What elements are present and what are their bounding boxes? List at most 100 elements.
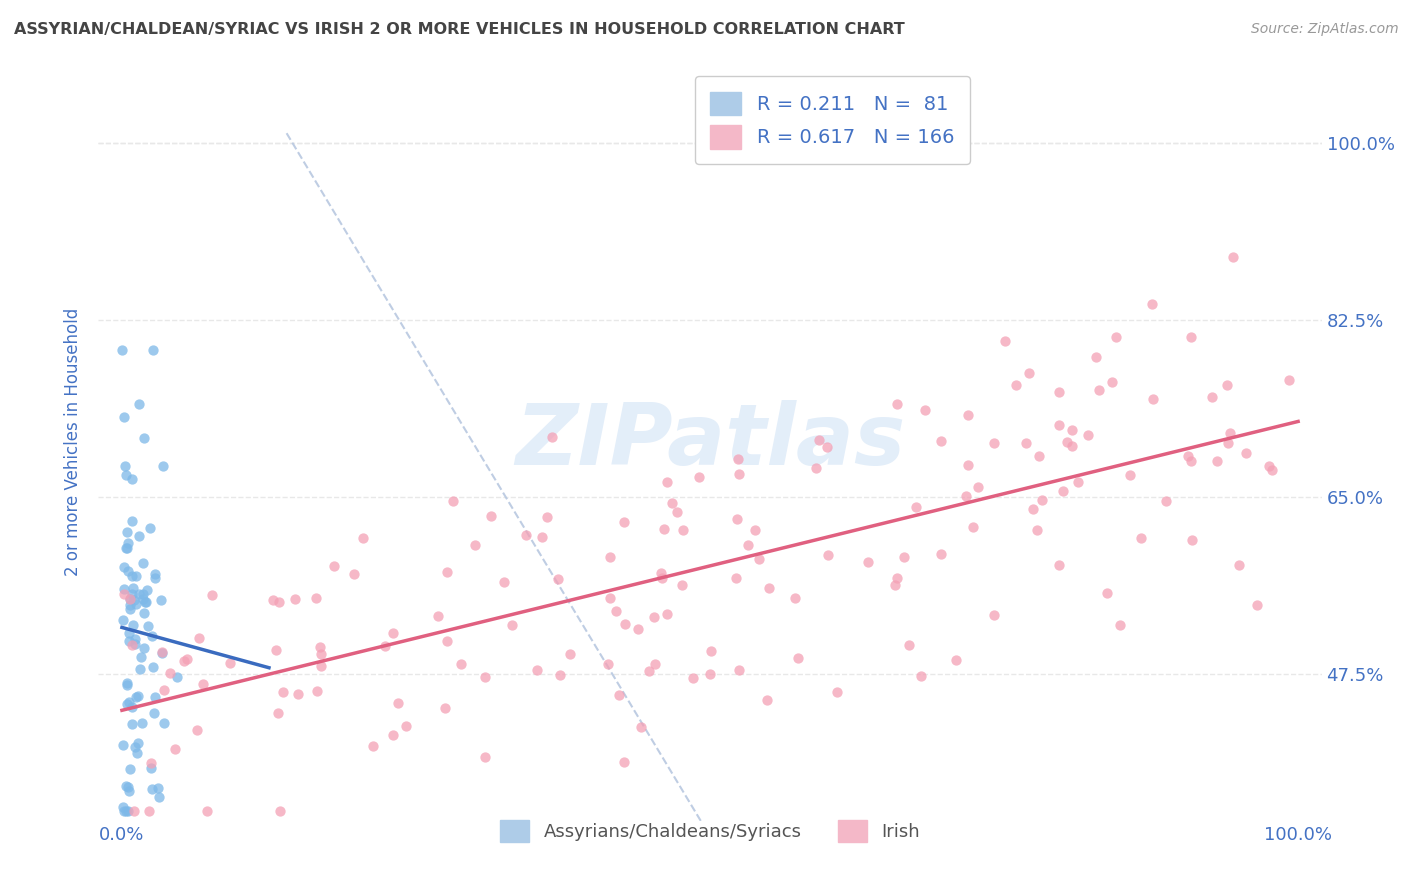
Point	[129, 649, 152, 664]
Point	[893, 549, 915, 564]
Point	[886, 571, 908, 585]
Y-axis label: 2 or more Vehicles in Household: 2 or more Vehicles in Household	[65, 308, 83, 575]
Point	[118, 598, 141, 612]
Point	[264, 643, 287, 657]
Point	[112, 410, 135, 425]
Point	[305, 684, 328, 698]
Point	[1140, 297, 1163, 311]
Point	[134, 606, 156, 620]
Point	[117, 536, 139, 550]
Point	[955, 489, 977, 503]
Point	[1201, 390, 1223, 404]
Point	[1219, 426, 1241, 441]
Point	[910, 669, 932, 683]
Point	[725, 512, 748, 526]
Point	[744, 523, 766, 537]
Point	[825, 685, 848, 699]
Point	[159, 665, 181, 680]
Point	[152, 459, 174, 474]
Point	[387, 696, 409, 710]
Point	[124, 597, 146, 611]
Point	[652, 522, 675, 536]
Point	[343, 566, 366, 581]
Point	[436, 633, 458, 648]
Point	[176, 652, 198, 666]
Point	[599, 549, 621, 564]
Point	[166, 670, 188, 684]
Point	[122, 593, 145, 607]
Point	[929, 434, 952, 449]
Point	[558, 647, 581, 661]
Point	[141, 629, 163, 643]
Point	[271, 685, 294, 699]
Point	[188, 631, 211, 645]
Point	[150, 593, 173, 607]
Point	[785, 591, 807, 606]
Point	[311, 659, 333, 673]
Point	[530, 530, 553, 544]
Point	[121, 473, 143, 487]
Point	[931, 547, 953, 561]
Point	[1056, 434, 1078, 449]
Point	[114, 467, 136, 482]
Point	[111, 613, 134, 627]
Point	[945, 652, 967, 666]
Point	[1180, 454, 1202, 468]
Point	[145, 566, 167, 581]
Point	[596, 657, 619, 672]
Point	[1085, 350, 1108, 364]
Point	[121, 716, 143, 731]
Point	[143, 690, 166, 704]
Point	[121, 700, 143, 714]
Point	[201, 588, 224, 602]
Point	[1028, 449, 1050, 463]
Point	[148, 790, 170, 805]
Point	[699, 666, 721, 681]
Point	[139, 521, 162, 535]
Point	[526, 663, 548, 677]
Point	[1026, 523, 1049, 537]
Point	[118, 783, 141, 797]
Point	[323, 559, 346, 574]
Point	[700, 644, 723, 658]
Point	[450, 657, 472, 671]
Point	[127, 689, 149, 703]
Point	[121, 638, 143, 652]
Point	[1018, 366, 1040, 380]
Point	[644, 657, 666, 672]
Point	[284, 592, 307, 607]
Point	[267, 706, 290, 720]
Text: ASSYRIAN/CHALDEAN/SYRIAC VS IRISH 2 OR MORE VEHICLES IN HOUSEHOLD CORRELATION CH: ASSYRIAN/CHALDEAN/SYRIAC VS IRISH 2 OR M…	[14, 22, 905, 37]
Point	[127, 735, 149, 749]
Point	[173, 654, 195, 668]
Point	[983, 607, 1005, 622]
Point	[122, 581, 145, 595]
Point	[1015, 435, 1038, 450]
Point	[1234, 446, 1257, 460]
Point	[1022, 502, 1045, 516]
Point	[886, 396, 908, 410]
Point	[787, 651, 810, 665]
Point	[436, 565, 458, 579]
Point	[682, 672, 704, 686]
Point	[474, 670, 496, 684]
Point	[128, 587, 150, 601]
Point	[433, 701, 456, 715]
Point	[128, 397, 150, 411]
Point	[914, 402, 936, 417]
Point	[143, 706, 166, 720]
Point	[1062, 423, 1084, 437]
Point	[112, 800, 135, 814]
Point	[614, 616, 637, 631]
Point	[536, 510, 558, 524]
Point	[671, 578, 693, 592]
Point	[983, 436, 1005, 450]
Point	[132, 556, 155, 570]
Point	[1062, 439, 1084, 453]
Point	[758, 582, 780, 596]
Point	[112, 738, 135, 752]
Point	[1142, 392, 1164, 407]
Point	[756, 692, 779, 706]
Point	[138, 804, 160, 818]
Point	[139, 762, 162, 776]
